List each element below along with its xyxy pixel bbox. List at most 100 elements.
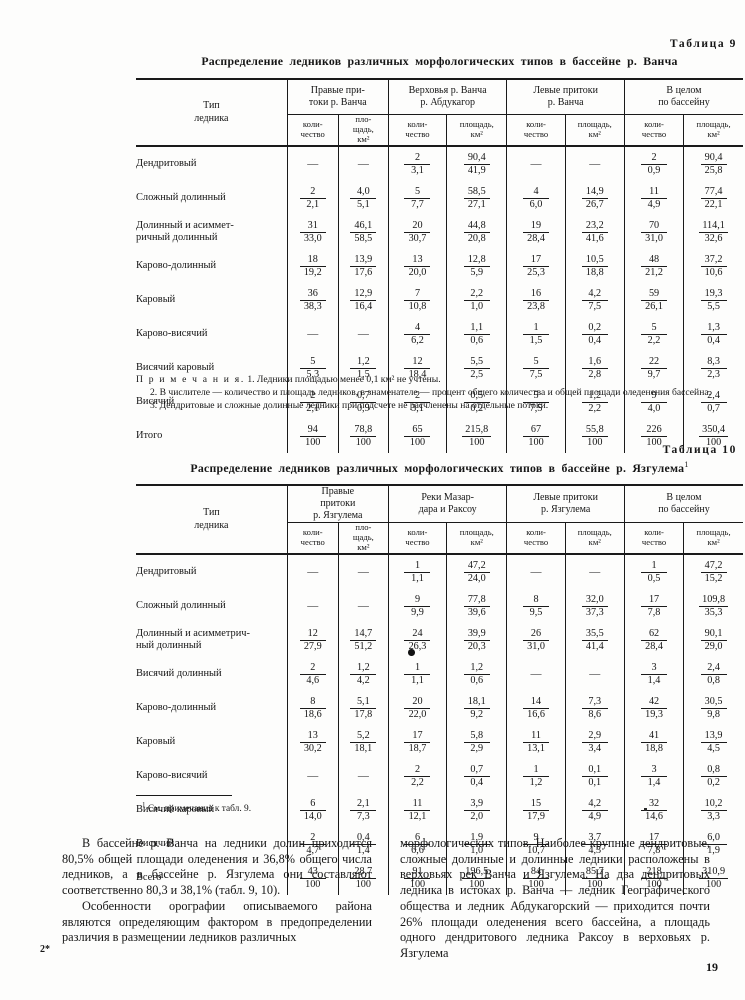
fraction-value: 8 9,5 — [523, 594, 550, 618]
group-line2: р. Ванча — [547, 97, 584, 108]
group-line1: Правые при- — [310, 85, 365, 96]
table-cell: 310,9 100 — [683, 861, 743, 895]
table-cell: 1,1 0,6 — [446, 317, 507, 351]
fraction-numerator: 20 — [412, 220, 423, 232]
table-cell: 5 7,5 — [506, 351, 566, 385]
fraction-denominator: 19,3 — [641, 707, 668, 720]
fraction-denominator: 100 — [462, 435, 492, 448]
body-left-para-2: Особенности орографии описываемого район… — [62, 898, 372, 945]
fraction-numerator: 13,9 — [704, 730, 723, 742]
fraction-denominator: 32,6 — [699, 231, 728, 244]
fraction-value: 0,8 0,2 — [700, 764, 727, 788]
fraction-numerator: 1,1 — [470, 322, 484, 334]
fraction-value: 6,0 1,9 — [700, 832, 727, 856]
note-1: П р и м е ч а н и я. 1. Ледники площадью… — [136, 374, 743, 387]
fraction-value: 11 4,9 — [641, 186, 668, 210]
fraction-value: 90,1 29,0 — [700, 628, 727, 652]
fraction-numerator: 5,5 — [470, 356, 484, 368]
fraction-value: 84 100 — [523, 866, 550, 890]
fraction-denominator: 100 — [523, 435, 550, 448]
fraction-numerator: 39,9 — [467, 628, 486, 640]
fraction-denominator: 0,1 — [581, 775, 608, 788]
table-cell: 14 16,6 — [506, 691, 566, 725]
fraction-numerator: 2,2 — [470, 288, 484, 300]
fraction-numerator: 41 — [648, 730, 660, 742]
fraction-denominator: 10,8 — [404, 299, 431, 312]
table-cell: 91 100 — [387, 861, 447, 895]
table-10-sub-5: площадь, км² — [564, 522, 625, 555]
fraction-value: 14,7 51,2 — [350, 628, 377, 652]
sub-line2: чество — [641, 129, 667, 139]
fraction-numerator: 114,1 — [702, 220, 725, 232]
fraction-value: 11 12,1 — [404, 798, 431, 822]
table-cell: 24 26,3 — [387, 623, 447, 657]
fraction-value: 114,1 32,6 — [699, 220, 728, 244]
fraction-value: 11 13,1 — [523, 730, 550, 754]
fraction-numerator: 14 — [530, 696, 542, 708]
table-cell: 2 2,1 — [286, 385, 339, 419]
fraction-numerator: 31 — [307, 220, 318, 232]
fraction-denominator: 22,1 — [700, 197, 727, 210]
fraction-denominator: 21,2 — [641, 265, 668, 278]
sub-line1: пло- — [355, 114, 372, 125]
fraction-denominator: 28,4 — [523, 231, 550, 244]
table-row: Каровый 13 30,2 5,2 18,1 17 18,7 5,8 2,9 11 13,1 2,… — [136, 725, 743, 759]
fraction-value: 10,2 3,3 — [700, 798, 727, 822]
fraction-numerator: 12 — [307, 628, 318, 640]
fraction-value: 4,0 5,1 — [350, 186, 377, 210]
table-cell: — — [564, 657, 625, 691]
table-cell: 2 2,1 — [286, 181, 339, 215]
table-cell: 17 18,7 — [387, 725, 447, 759]
fraction-numerator: 67 — [530, 424, 542, 436]
table-cell: 13,9 4,5 — [683, 725, 743, 759]
fraction-denominator: 33,0 — [299, 231, 326, 244]
fraction-denominator: 19,2 — [299, 265, 326, 278]
table-cell: 58,5 27,1 — [446, 181, 507, 215]
sub-line1: коли- — [644, 119, 664, 130]
fraction-value: 1,2 0,6 — [463, 662, 490, 686]
table-cell: 67 100 — [506, 419, 566, 453]
table-cell: 8 9,5 — [506, 589, 566, 623]
empty-dash: — — [307, 599, 319, 612]
fraction-value: 1 1,1 — [404, 662, 431, 686]
fraction-numerator: 46,1 — [354, 220, 373, 232]
table-10: Тип ледника Правые притоки р. Язгулема Р… — [136, 484, 743, 895]
fraction-value: 19,3 5,5 — [700, 288, 727, 312]
fraction-value: 2,4 0,8 — [700, 662, 727, 686]
table-cell: 10,2 3,3 — [683, 793, 743, 827]
fraction-value: 8 18,6 — [299, 696, 326, 720]
fraction-denominator: 0,4 — [700, 333, 727, 346]
sub-line1: пло- — [355, 522, 372, 533]
footnote-marker: 1 — [142, 801, 146, 809]
empty-dash: — — [357, 769, 369, 782]
fraction-numerator: 94 — [307, 424, 318, 436]
fraction-denominator: 9,2 — [463, 707, 490, 720]
fraction-denominator: 6,0 — [523, 197, 550, 210]
table-9-sub-0: коли- чество — [286, 114, 339, 147]
table-cell: 11 12,1 — [387, 793, 447, 827]
fraction-numerator: 5 — [414, 186, 421, 198]
fraction-value: 12 27,9 — [299, 628, 326, 652]
fraction-numerator: 2 — [414, 764, 421, 776]
fraction-numerator: 14,7 — [354, 628, 373, 640]
table-10-block: Таблица 10 Распределение ледников различ… — [136, 444, 743, 476]
table-cell: 43 100 — [286, 861, 339, 895]
table-cell: 28,7 100 — [337, 861, 389, 895]
fraction-denominator: 15,2 — [700, 571, 727, 584]
fraction-numerator: 11 — [649, 186, 659, 198]
fraction-denominator: 4,5 — [700, 741, 727, 754]
signature-mark: 2* — [40, 944, 50, 955]
table-cell: 39,9 20,3 — [446, 623, 507, 657]
fraction-numerator: 1,2 — [356, 356, 370, 368]
sub-line1: коли- — [302, 119, 323, 130]
fraction-numerator: 218 — [646, 866, 662, 878]
fraction-value: 20 22,0 — [404, 696, 431, 720]
table-10-sub-7: площадь, км² — [683, 522, 743, 555]
fraction-value: 94 100 — [299, 424, 326, 448]
fraction-value: 2 0,9 — [641, 152, 668, 176]
fraction-numerator: 9 — [414, 594, 421, 606]
empty-dash: — — [307, 769, 319, 782]
table-cell: 0,2 0,4 — [564, 317, 625, 351]
fraction-value: 13,9 4,5 — [700, 730, 727, 754]
